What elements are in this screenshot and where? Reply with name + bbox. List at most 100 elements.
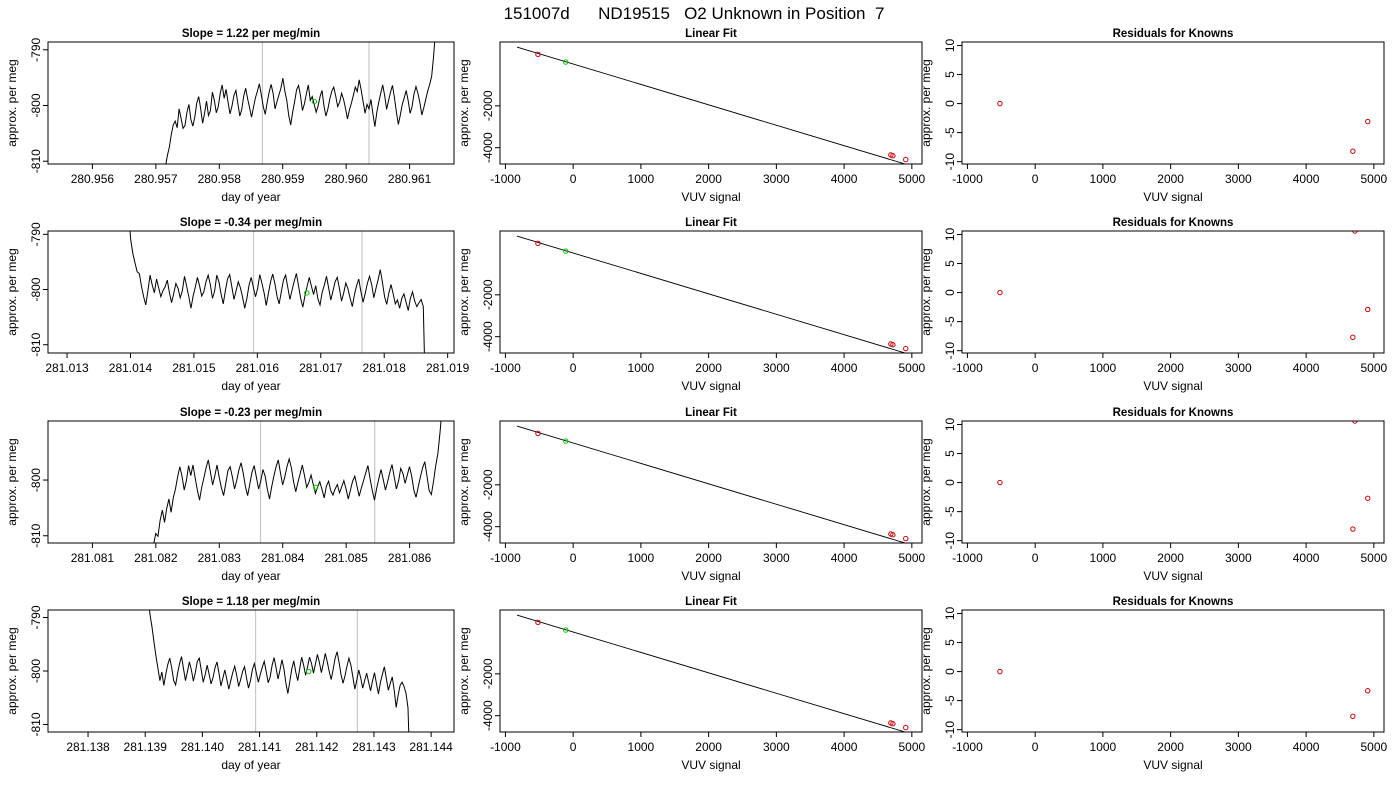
- x-tick-label: 280.958: [198, 172, 242, 186]
- plot-area: [516, 425, 909, 543]
- x-tick-label: -1000: [490, 740, 521, 754]
- plot-area: [516, 235, 909, 353]
- y-tick-label: -5: [943, 695, 957, 706]
- x-tick-label: -1000: [952, 172, 983, 186]
- x-tick-label: 4000: [1293, 740, 1320, 754]
- panel-title: Residuals for Knowns: [1113, 596, 1234, 608]
- x-tick-label: 1000: [628, 740, 655, 754]
- x-tick-label: 5000: [898, 172, 925, 186]
- y-tick-label: 10: [943, 38, 957, 52]
- residual-point: [1365, 306, 1371, 313]
- y-tick-label: -800: [29, 659, 43, 683]
- y-axis-label: approx. per meg: [5, 59, 19, 146]
- y-tick-label: 0: [943, 668, 957, 675]
- y-tick-label: -10: [943, 532, 957, 550]
- x-axis-label: VUV signal: [681, 190, 740, 204]
- unknown-point: [311, 98, 318, 105]
- plot-area: [516, 614, 909, 732]
- time-panel: Slope = 1.22 per meg/min 280.956 280.957 28…: [5, 28, 455, 204]
- plot-area: [165, 42, 436, 164]
- x-tick-label: -1000: [952, 740, 983, 754]
- x-axis-label: day of year: [221, 569, 280, 583]
- plot-frame: [961, 230, 1385, 354]
- x-tick-label: 0: [1032, 172, 1039, 186]
- x-tick-label: 0: [570, 551, 577, 565]
- x-axis-label: day of year: [221, 379, 280, 393]
- x-tick-label: 280.959: [261, 172, 305, 186]
- x-tick-label: 281.144: [409, 740, 453, 754]
- known-point: [903, 535, 909, 542]
- panel-title: Slope = -0.23 per meg/min: [180, 407, 322, 419]
- known-point: [535, 619, 541, 626]
- x-axis-label: day of year: [221, 190, 280, 204]
- x-tick-label: 281.138: [66, 740, 110, 754]
- panel-title: Slope = 1.18 per meg/min: [182, 596, 320, 608]
- y-tick-label: -5: [943, 506, 957, 517]
- y-axis-label: approx. per meg: [919, 438, 933, 525]
- x-tick-label: -1000: [952, 551, 983, 565]
- plot-frame: [47, 41, 455, 165]
- x-tick-label: 3000: [1225, 551, 1252, 565]
- y-tick-label: -2000: [481, 469, 495, 500]
- known-point: [890, 342, 896, 348]
- x-axis-label: VUV signal: [1143, 190, 1202, 204]
- known-point: [535, 51, 541, 58]
- x-tick-label: 281.016: [236, 361, 280, 375]
- x-tick-label: 281.083: [198, 551, 242, 565]
- x-tick-label: 1000: [628, 551, 655, 565]
- x-tick-label: 5000: [1360, 551, 1387, 565]
- x-tick-label: 1000: [1090, 551, 1117, 565]
- x-tick-label: 281.013: [45, 361, 89, 375]
- residual-point: [997, 668, 1003, 675]
- y-tick-label: -2000: [481, 658, 495, 689]
- plot-area: [516, 46, 909, 164]
- y-tick-label: 10: [943, 227, 957, 241]
- x-tick-label: 0: [570, 361, 577, 375]
- plot-area: [129, 231, 425, 353]
- y-axis-label: approx. per meg: [457, 438, 471, 525]
- x-tick-label: 3000: [763, 551, 790, 565]
- plot-area: [997, 421, 1371, 532]
- y-tick-label: 5: [943, 450, 957, 457]
- x-tick-label: 281.017: [299, 361, 343, 375]
- y-tick-label: -790: [29, 37, 43, 61]
- panel-title: Residuals for Knowns: [1113, 407, 1234, 419]
- data-series-line: [149, 610, 410, 732]
- x-tick-label: 0: [1032, 551, 1039, 565]
- x-axis-label: VUV signal: [681, 569, 740, 583]
- x-tick-label: 281.141: [238, 740, 282, 754]
- y-tick-label: 0: [943, 289, 957, 296]
- fit-panel: Linear Fit -1000 0 1000 2000 3000 4000 5000 -400…: [457, 596, 926, 772]
- x-tick-label: 1000: [1090, 740, 1117, 754]
- x-tick-label: 281.086: [388, 551, 432, 565]
- known-point: [890, 532, 896, 538]
- fit-panel: Linear Fit -1000 0 1000 2000 3000 4000 5000 -400…: [457, 407, 926, 583]
- y-tick-label: -790: [29, 222, 43, 246]
- x-tick-label: 4000: [1293, 172, 1320, 186]
- residual-point: [1365, 688, 1371, 694]
- fit-panel: Linear Fit -1000 0 1000 2000 3000 4000 5000 -400…: [457, 217, 926, 393]
- data-series-line: [165, 42, 436, 164]
- x-tick-label: 3000: [763, 172, 790, 186]
- x-tick-label: 281.139: [124, 740, 168, 754]
- residuals-panel: Residuals for Knowns -1000 0 1000 2000 3000 40…: [919, 407, 1388, 583]
- x-tick-label: 2000: [695, 740, 722, 754]
- x-tick-label: 5000: [1360, 361, 1387, 375]
- plot-frame: [499, 41, 923, 165]
- x-tick-label: 281.085: [324, 551, 368, 565]
- plot-frame: [961, 420, 1385, 544]
- x-tick-label: 2000: [1157, 551, 1184, 565]
- x-tick-label: 3000: [1225, 740, 1252, 754]
- residuals-panel: Residuals for Knowns -1000 0 1000 2000 3000 40…: [919, 596, 1388, 772]
- y-tick-label: -810: [29, 149, 43, 173]
- x-tick-label: 0: [570, 740, 577, 754]
- x-axis-label: day of year: [221, 758, 280, 772]
- y-tick-label: 0: [943, 479, 957, 486]
- plot-frame: [47, 230, 455, 354]
- plot-frame: [961, 41, 1385, 165]
- residual-point: [1350, 713, 1356, 720]
- x-axis-label: VUV signal: [1143, 379, 1202, 393]
- y-tick-label: -810: [29, 523, 43, 547]
- x-tick-label: 281.014: [109, 361, 153, 375]
- plot-frame: [47, 420, 455, 544]
